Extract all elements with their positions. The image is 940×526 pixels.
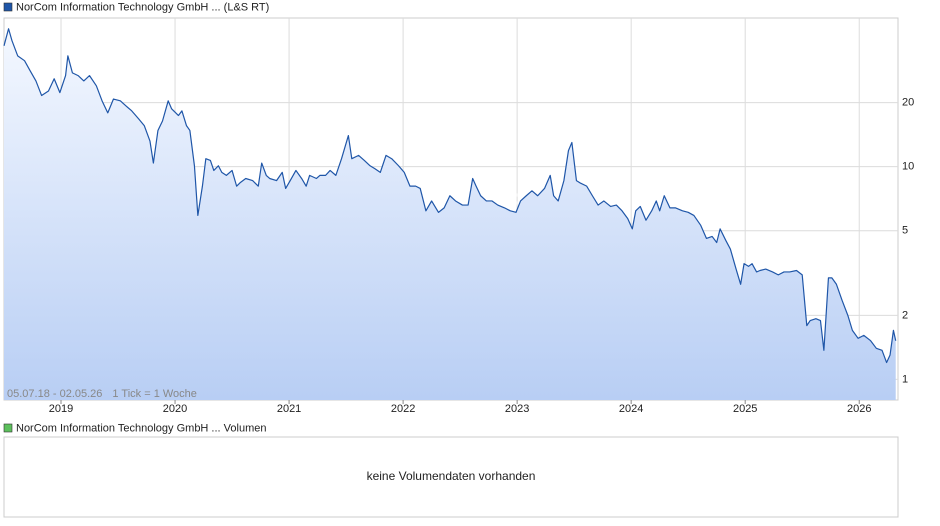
volume-frame bbox=[3, 436, 899, 518]
x-tick-label: 2022 bbox=[391, 403, 415, 415]
x-tick-label: 2021 bbox=[277, 403, 301, 415]
y-tick-label: 20 bbox=[902, 97, 914, 109]
volume-legend: NorCom Information Technology GmbH ... V… bbox=[16, 422, 266, 434]
y-tick-label: 1 bbox=[902, 373, 908, 385]
legend-swatch bbox=[3, 2, 13, 12]
plot: 201920202021202220232024202520261251020A… bbox=[3, 1, 914, 415]
x-tick-label: 2023 bbox=[505, 403, 529, 415]
x-tick-label: 2019 bbox=[49, 403, 73, 415]
x-tick-label: 2020 bbox=[163, 403, 187, 415]
y-tick-label: 5 bbox=[902, 225, 908, 237]
volume-legend-swatch bbox=[3, 423, 13, 433]
date-range: 05.07.18 - 02.05.26 bbox=[7, 388, 102, 400]
y-tick-label: 2 bbox=[902, 309, 908, 321]
tick-note: 1 Tick = 1 Woche bbox=[112, 388, 196, 400]
y-tick-label: 10 bbox=[902, 161, 914, 173]
price-line bbox=[3, 28, 897, 364]
x-tick-label: 2024 bbox=[619, 403, 643, 415]
legend-label: NorCom Information Technology GmbH ... (… bbox=[16, 1, 269, 13]
price-area bbox=[4, 28, 896, 401]
x-tick-label: 2025 bbox=[733, 403, 757, 415]
no-volume-message: keine Volumendaten vorhanden bbox=[367, 469, 536, 483]
x-tick-label: 2026 bbox=[847, 403, 871, 415]
